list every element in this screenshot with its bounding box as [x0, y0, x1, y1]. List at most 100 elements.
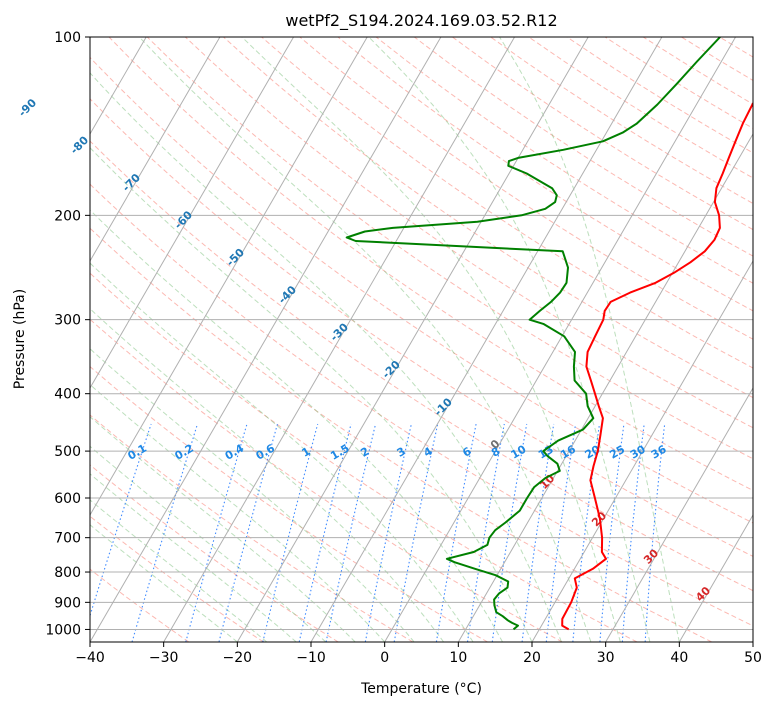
x-tick-label: 0	[380, 650, 389, 666]
mixing-ratio-line	[364, 423, 412, 642]
y-axis-label: Pressure (hPa)	[12, 289, 28, 389]
moist-adiabat	[90, 445, 327, 642]
isotherm	[457, 132, 753, 642]
isotherm	[531, 259, 753, 642]
y-tick-label: 1000	[45, 622, 81, 638]
dry-adiabat	[261, 37, 753, 369]
isotherm-label: 30	[641, 546, 661, 566]
mixing-ratio-label: 16	[558, 443, 578, 462]
moist-adiabat	[90, 383, 386, 642]
isotherm	[90, 37, 221, 262]
mixing-ratio-line	[218, 423, 279, 642]
y-tick-label: 800	[54, 565, 81, 581]
mixing-ratio-line	[185, 423, 248, 642]
isotherm	[752, 641, 753, 642]
isotherm-label: 40	[693, 584, 713, 604]
y-tick-label: 400	[54, 387, 81, 403]
y-tick-label: 100	[54, 30, 81, 46]
x-tick-label: 20	[523, 650, 541, 666]
mixing-ratio-label: 6	[460, 444, 473, 459]
dry-adiabat	[90, 318, 563, 642]
x-tick-label: 10	[449, 650, 467, 666]
isotherm	[605, 386, 753, 642]
mixing-ratio-label: 0.6	[254, 441, 278, 462]
isotherm	[0, 37, 73, 642]
x-axis-label: Temperature (°C)	[360, 681, 482, 697]
dry-adiabat	[90, 365, 488, 642]
dry-adiabat	[90, 568, 190, 642]
moist-adiabat	[90, 524, 238, 642]
moist-adiabat	[90, 348, 415, 642]
y-tick-label: 600	[54, 491, 81, 507]
isotherm	[90, 37, 294, 389]
dry-adiabat	[90, 272, 638, 642]
mixing-ratio-label: 36	[649, 443, 669, 462]
axis-ticks: −40 −30 −20 −10 0 10 20 30 40 5010020030040050060…	[45, 30, 762, 666]
mixing-ratio-line	[325, 423, 377, 642]
profile-line-2	[345, 37, 721, 631]
x-tick-label: −30	[149, 650, 179, 666]
isotherm	[163, 37, 515, 642]
mixing-ratio-line	[521, 423, 555, 642]
isotherm	[310, 37, 663, 642]
mixing-ratio-label: 0.2	[173, 442, 196, 463]
dry-adiabat	[375, 37, 753, 284]
isotherm-label: -80	[68, 133, 91, 156]
mixing-ratio-label: 1	[300, 445, 313, 460]
dry-adiabat	[90, 183, 753, 627]
mixing-ratio-label: 0.4	[223, 442, 247, 463]
moist-adiabat	[499, 37, 680, 642]
dry-adiabat	[90, 515, 264, 642]
x-tick-label: 40	[670, 650, 688, 666]
mixing-ratio-line	[298, 423, 352, 642]
dry-adiabat	[90, 56, 753, 524]
dry-adiabat	[337, 37, 753, 312]
isotherm	[90, 37, 368, 516]
moist-adiabat	[138, 37, 592, 642]
profile-line-1	[561, 101, 753, 631]
dry-adiabat	[90, 98, 753, 557]
dry-adiabat	[681, 37, 753, 81]
dry-adiabat	[108, 37, 753, 492]
moist-adiabat	[90, 72, 562, 642]
dry-adiabat	[90, 140, 753, 592]
dry-adiabat	[223, 37, 753, 399]
isopleth-labels: 0.10.20.40.611.52346810131620253036-100-…	[16, 96, 714, 604]
mixing-ratio-line	[435, 423, 477, 642]
dry-adiabat	[719, 37, 753, 58]
mixing-ratio-line	[262, 423, 319, 642]
y-tick-label: 200	[54, 208, 81, 224]
mixing-ratio-label: 4	[421, 444, 434, 459]
moist-adiabat	[241, 37, 621, 642]
profile-series	[345, 37, 753, 631]
mixing-ratio-label: 0.1	[126, 442, 149, 463]
plot-frame	[89, 36, 754, 643]
dry-adiabat	[184, 37, 753, 429]
y-tick-label: 700	[54, 531, 81, 547]
moist-adiabat	[90, 416, 356, 642]
mixing-ratio-label: 1.5	[328, 442, 351, 463]
dry-adiabat	[90, 414, 414, 642]
moist-adiabat	[90, 209, 503, 642]
mixing-ratio-label: 30	[628, 443, 648, 462]
moist-adiabat	[90, 499, 268, 642]
moist-adiabat	[90, 262, 474, 642]
x-tick-label: −10	[296, 650, 326, 666]
y-tick-label: 900	[54, 595, 81, 611]
moist-adiabat	[90, 308, 445, 642]
moist-adiabat	[90, 473, 297, 642]
isotherm	[90, 37, 442, 642]
mixing-ratio-label: 25	[607, 443, 627, 462]
isotherm	[384, 37, 736, 642]
moist-adiabat	[90, 147, 533, 642]
dry-adiabat	[452, 37, 753, 231]
x-tick-label: 30	[597, 650, 615, 666]
mixing-ratio-line	[491, 423, 528, 642]
mixing-ratio-line	[393, 423, 439, 642]
background-lines	[0, 37, 753, 642]
x-tick-label: 50	[744, 650, 762, 666]
dry-adiabat	[299, 37, 753, 340]
dry-adiabat	[642, 37, 753, 105]
mixing-ratio-label: 3	[395, 445, 408, 460]
